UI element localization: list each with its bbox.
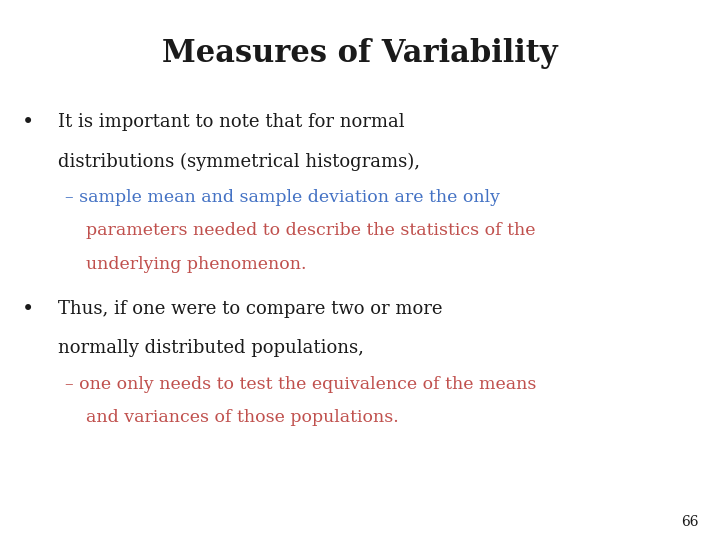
Text: – sample mean and sample deviation are the only: – sample mean and sample deviation are t… xyxy=(65,189,500,206)
Text: underlying phenomenon.: underlying phenomenon. xyxy=(86,256,307,273)
Text: parameters needed to describe the statistics of the: parameters needed to describe the statis… xyxy=(86,222,536,239)
Text: and variances of those populations.: and variances of those populations. xyxy=(86,409,399,426)
Text: Thus, if one were to compare two or more: Thus, if one were to compare two or more xyxy=(58,300,442,318)
Text: 66: 66 xyxy=(681,515,698,529)
Text: •: • xyxy=(22,113,34,132)
Text: •: • xyxy=(22,300,34,319)
Text: distributions (symmetrical histograms),: distributions (symmetrical histograms), xyxy=(58,152,420,171)
Text: Measures of Variability: Measures of Variability xyxy=(162,38,558,69)
Text: – one only needs to test the equivalence of the means: – one only needs to test the equivalence… xyxy=(65,376,536,393)
Text: It is important to note that for normal: It is important to note that for normal xyxy=(58,113,404,131)
Text: normally distributed populations,: normally distributed populations, xyxy=(58,339,364,357)
